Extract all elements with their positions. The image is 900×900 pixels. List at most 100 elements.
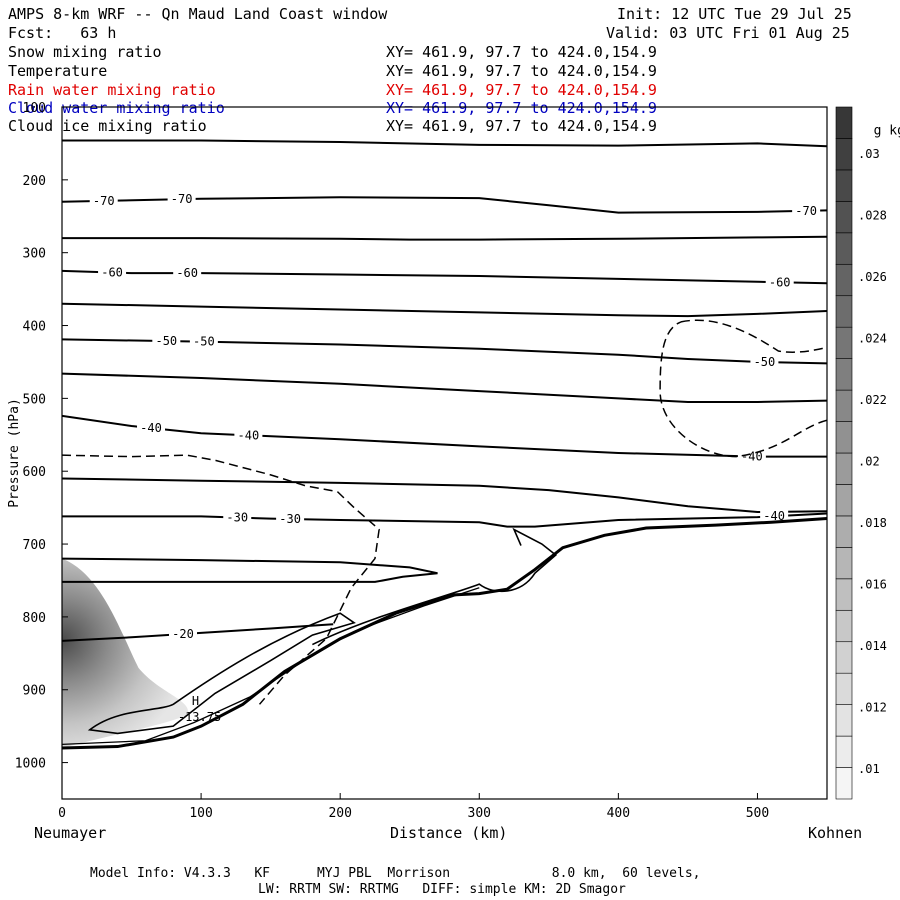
footer-physics-info: LW: RRTM SW: RRTMG DIFF: simple KM: 2D S…	[258, 882, 626, 897]
contour-label: -60	[769, 275, 791, 289]
x-tick-label: 400	[607, 806, 630, 821]
cloud-ice-contour-east	[659, 319, 827, 458]
y-tick-label: 300	[23, 247, 46, 262]
extremum-value: -13.75	[178, 710, 221, 724]
contour-label: -40	[741, 449, 763, 463]
field-snow-xy: XY= 461.9, 97.7 to 424.0,154.9	[386, 43, 657, 61]
colorbar-unit-base: g kg	[873, 123, 900, 139]
colorbar-band	[835, 295, 853, 328]
colorbar-band	[835, 106, 853, 139]
colorbar-tick-label: .02	[858, 455, 880, 469]
snow-mixing-ratio-shading	[62, 558, 189, 749]
contour-label-bg	[167, 191, 196, 206]
terrain-surface-line	[62, 517, 827, 750]
contour-label: -50	[193, 335, 215, 349]
contour-label-bg	[152, 333, 181, 348]
contour-label-bg	[223, 509, 252, 524]
temperature-contour-1	[62, 196, 827, 214]
footer-model-info: Model Info: V4.3.3 KF MYJ PBL Morrison 8…	[90, 866, 701, 881]
temperature-contour-7	[62, 414, 827, 458]
contour-label-bg	[137, 420, 166, 435]
field-cloudwater-xy: XY= 461.9, 97.7 to 424.0,154.9	[386, 99, 657, 117]
colorbar-band	[835, 578, 853, 611]
field-cloudice-name: Cloud ice mixing ratio	[8, 117, 207, 135]
colorbar-band	[835, 641, 853, 674]
colorbar-band	[835, 547, 853, 580]
colorbar-band	[835, 263, 853, 297]
colorbar-tick-label: .016	[858, 578, 887, 592]
colorbar-unit: g kg-1	[858, 103, 900, 139]
colorbar-tick-label: .01	[858, 762, 880, 776]
field-snow-name: Snow mixing ratio	[8, 43, 162, 61]
y-tick-label: 1000	[15, 757, 46, 772]
contour-label: -60	[101, 265, 123, 279]
field-cloudwater-name: Cloud water mixing ratio	[8, 99, 225, 117]
contour-label: -40	[763, 509, 785, 523]
y-tick-label: 400	[23, 320, 46, 335]
x-axis-label: Distance (km)	[390, 824, 508, 842]
contour-label-bg	[189, 333, 218, 348]
contour-label: -30	[279, 512, 301, 526]
temperature-contour-11	[62, 623, 334, 642]
temperature-contour-10	[62, 557, 438, 583]
plot-title: AMPS 8-km WRF -- Qn Maud Land Coast wind…	[8, 5, 388, 23]
colorbar-band	[835, 138, 853, 171]
colorbar-band	[835, 421, 853, 454]
colorbar-tick-label: .026	[858, 270, 887, 284]
x-right-endpoint-label: Kohnen	[808, 824, 863, 842]
colorbar-tick-label: .03	[858, 147, 880, 161]
colorbar-tick-label: .024	[858, 332, 887, 346]
contour-label: -40	[238, 428, 260, 442]
y-tick-label: 700	[23, 538, 46, 553]
colorbar-band	[835, 389, 853, 422]
x-left-endpoint-label: Neumayer	[34, 824, 107, 842]
y-axis-label: Pressure (hPa)	[6, 398, 22, 508]
x-tick-label: 200	[328, 806, 351, 821]
contour-label: -20	[172, 627, 194, 641]
contour-label: -50	[155, 334, 177, 348]
y-tick-label: 900	[23, 684, 46, 699]
terrain-upper-line	[62, 587, 480, 746]
colorbar-tick-label: .028	[858, 209, 887, 223]
colorbar-band	[835, 358, 853, 391]
colorbar-band	[835, 767, 853, 800]
contour-label-bg	[792, 202, 821, 217]
colorbar-tick-label: .014	[858, 639, 887, 653]
contour-label: -70	[795, 204, 817, 218]
colorbar-band	[835, 672, 853, 705]
x-tick-label: 0	[58, 806, 66, 821]
y-tick-label: 500	[23, 392, 46, 407]
contour-label: -30	[226, 511, 248, 525]
contour-label: -60	[176, 266, 198, 280]
contour-label-bg	[234, 427, 263, 442]
snow-contour-loop	[87, 612, 356, 735]
temperature-contour-2	[62, 235, 827, 241]
colorbar-tick-label: .012	[858, 701, 887, 715]
init-time: Init: 12 UTC Tue 29 Jul 25	[617, 5, 852, 23]
contour-label-bg	[750, 354, 779, 369]
valid-time: Valid: 03 UTC Fri 01 Aug 25	[606, 24, 850, 42]
colorbar-band	[835, 169, 853, 202]
temperature-contour-3	[62, 269, 827, 285]
field-rain-xy: XY= 461.9, 97.7 to 424.0,154.9	[386, 81, 657, 99]
temperature-contour-0	[62, 139, 827, 148]
field-temperature-xy: XY= 461.9, 97.7 to 424.0,154.9	[386, 62, 657, 80]
field-rain-name: Rain water mixing ratio	[8, 81, 216, 99]
snow-contour-ridge	[312, 527, 558, 646]
contour-label-bg	[173, 265, 202, 280]
temperature-contour-5	[62, 338, 827, 365]
temperature-contour-6	[62, 372, 827, 403]
colorbar-band	[835, 515, 853, 548]
colorbar-band	[835, 484, 853, 517]
colorbar-band	[835, 452, 853, 485]
contour-label-bg	[169, 626, 198, 641]
colorbar-band	[835, 232, 853, 265]
colorbar-band	[835, 735, 853, 768]
colorbar-tick-label: .022	[858, 393, 887, 407]
contour-label-bg	[276, 510, 305, 525]
x-tick-label: 100	[189, 806, 212, 821]
x-tick-label: 500	[746, 806, 769, 821]
field-cloudice-xy: XY= 461.9, 97.7 to 424.0,154.9	[386, 117, 657, 135]
colorbar-band	[835, 201, 853, 234]
contour-label: -70	[171, 192, 193, 206]
